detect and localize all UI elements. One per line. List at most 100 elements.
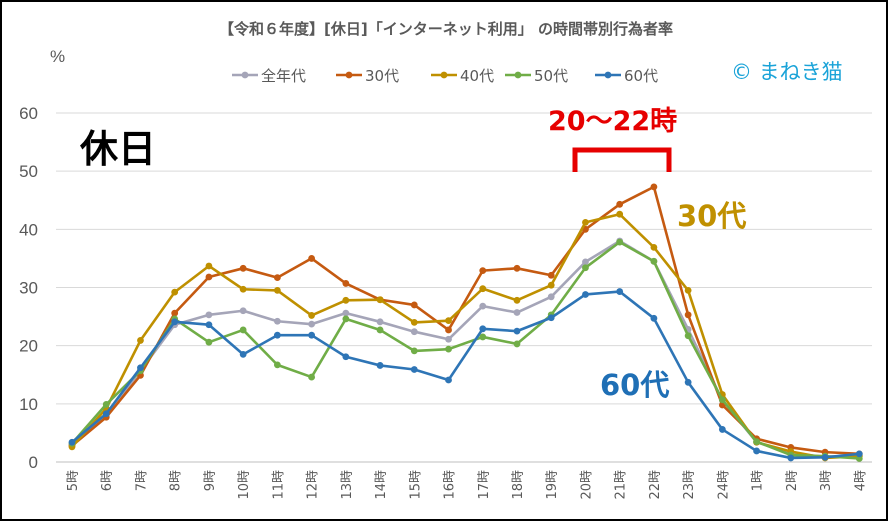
data-point: [582, 264, 589, 272]
data-point: [239, 307, 247, 315]
series: [68, 288, 863, 462]
data-point: [582, 291, 589, 298]
data-point: [308, 312, 316, 319]
x-tick-label: 16時: [443, 470, 458, 500]
data-point: [308, 373, 316, 381]
legend: 全年代 30代 40代 50代 60代: [232, 67, 658, 85]
legend-label: 50代: [534, 67, 568, 85]
x-tick-label: 15時: [408, 470, 423, 500]
data-point: [273, 361, 281, 369]
data-point: [479, 267, 487, 275]
data-point: [410, 319, 418, 326]
data-point: [445, 335, 452, 343]
data-point: [445, 326, 452, 334]
data-point: [342, 296, 350, 304]
x-tick-label: 1時: [751, 470, 766, 491]
x-tick-label: 13時: [340, 470, 355, 500]
data-point: [137, 337, 144, 344]
x-tick-label: 6時: [100, 470, 115, 491]
data-point: [376, 362, 384, 369]
legend-label: 40代: [460, 67, 494, 85]
data-point: [855, 450, 863, 458]
data-point: [582, 258, 589, 266]
data-point: [513, 327, 521, 335]
legend-label: 全年代: [261, 67, 306, 85]
y-axis-unit: %: [50, 47, 65, 66]
legend-entry: 60代: [595, 67, 658, 85]
data-point: [718, 426, 726, 433]
data-point: [410, 328, 418, 336]
x-tick-label: 3時: [819, 470, 834, 491]
data-point: [650, 183, 658, 191]
data-point: [137, 364, 144, 372]
data-point: [616, 238, 624, 246]
legend-marker: [241, 71, 249, 79]
series-line: [71, 290, 860, 460]
x-tick-label: 22時: [648, 470, 663, 500]
legend-label: 60代: [624, 67, 658, 85]
series-line: [71, 185, 860, 456]
data-point: [582, 218, 589, 226]
data-point: [376, 296, 384, 304]
data-point: [684, 378, 692, 386]
x-tick-label: 10時: [237, 470, 252, 500]
data-point: [239, 350, 247, 358]
day-type-label: 休日: [79, 127, 156, 171]
data-point: [753, 438, 760, 446]
y-tick-label: 10: [19, 395, 38, 414]
y-tick-label: 20: [19, 337, 38, 356]
legend-entry: 30代: [336, 67, 399, 85]
data-point: [68, 438, 76, 446]
x-tick-label: 11時: [271, 470, 286, 500]
data-point: [547, 271, 555, 279]
data-point: [479, 302, 487, 310]
y-tick-label: 40: [19, 220, 38, 239]
data-point: [787, 454, 795, 462]
legend-marker: [514, 71, 522, 79]
x-tick-label: 12時: [306, 470, 321, 500]
data-point: [205, 273, 213, 281]
legend-marker: [345, 71, 353, 79]
y-tick-label: 30: [19, 279, 38, 298]
peak-time-label: 20～22時: [548, 106, 677, 137]
data-point: [479, 285, 487, 293]
data-point: [684, 332, 692, 340]
legend-label: 30代: [365, 67, 399, 85]
data-point: [445, 317, 452, 325]
legend-entry: 50代: [505, 67, 568, 85]
gridlines: [56, 112, 872, 463]
legend-entry: 全年代: [232, 67, 306, 85]
data-point: [342, 309, 350, 317]
data-point: [205, 262, 213, 270]
data-point: [616, 210, 624, 218]
x-tick-label: 7時: [134, 470, 149, 491]
y-tick-label: 60: [19, 104, 38, 123]
y-tick-label: 50: [19, 162, 38, 181]
data-point: [445, 376, 452, 384]
data-point: [205, 321, 213, 329]
x-tick-label: 21時: [614, 470, 629, 500]
x-axis-ticks: 5時 6時 7時 8時 9時 10時 11時 12時 13時 14時 15時 16時 17時 18時 19時…: [66, 470, 868, 500]
data-point: [342, 315, 350, 323]
series-lines: [68, 183, 863, 462]
data-point: [479, 325, 487, 333]
x-tick-label: 8時: [169, 470, 184, 491]
data-point: [171, 288, 179, 296]
series: [68, 210, 863, 462]
data-point: [616, 288, 624, 295]
x-tick-label: 4時: [853, 470, 868, 491]
legend-entry: 40代: [431, 67, 494, 85]
data-point: [308, 320, 316, 328]
data-point: [445, 345, 452, 353]
data-point: [171, 318, 179, 326]
data-point: [547, 293, 555, 301]
data-point: [171, 309, 179, 317]
annotation-30s: 30代: [677, 199, 746, 233]
data-point: [684, 311, 692, 319]
data-point: [273, 274, 281, 282]
data-point: [308, 255, 316, 262]
legend-marker: [604, 71, 612, 79]
data-point: [376, 318, 384, 326]
